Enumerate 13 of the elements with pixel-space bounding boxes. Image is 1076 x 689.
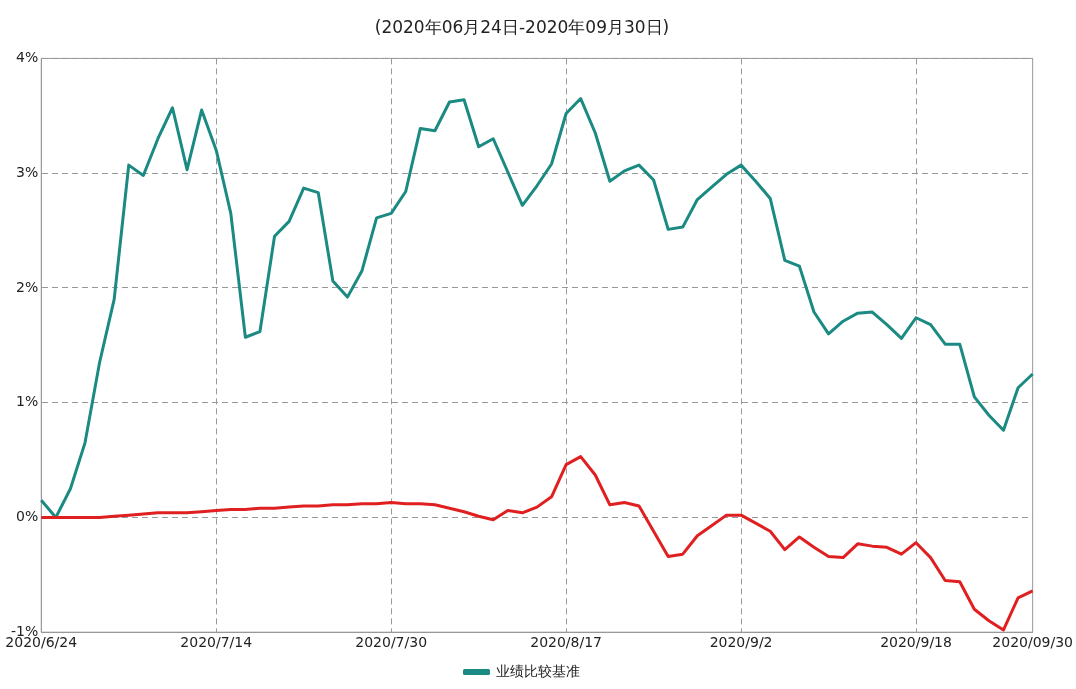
y-tick-label: 0%	[16, 508, 39, 525]
x-tick-label: 2020/7/30	[355, 634, 428, 651]
x-tick-label: 2020/9/18	[880, 634, 952, 651]
x-tick-label: 2020/8/17	[530, 634, 603, 651]
x-tick-label: 2020/9/2	[709, 634, 773, 651]
x-tick-label: 2020/7/14	[180, 634, 253, 651]
y-tick-label: 2%	[16, 278, 39, 295]
chart-title: (2020年06月24日-2020年09月30日)	[374, 16, 670, 37]
y-tick-label: 1%	[16, 393, 39, 410]
y-tick-label: 4%	[16, 49, 39, 66]
x-tick-label: 2020/09/30	[992, 634, 1074, 651]
y-tick-label: 3%	[16, 163, 39, 180]
legend-label: 业绩比较基准	[495, 662, 580, 679]
